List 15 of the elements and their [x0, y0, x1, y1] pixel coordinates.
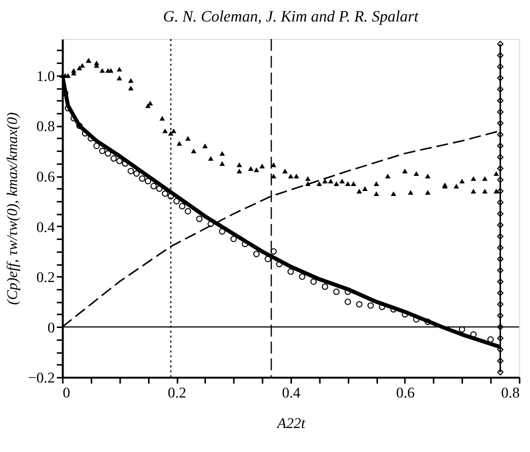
y-tick-label: 0.2: [36, 270, 55, 286]
y-tick-label: −0.2: [28, 370, 55, 387]
x-tick-label: 0.8: [501, 385, 520, 402]
x-tick-label: 0.4: [282, 385, 302, 402]
y-tick-label: 1.0: [36, 68, 55, 85]
chart-title: G. N. Coleman, J. Kim and P. R. Spalart: [163, 8, 419, 26]
x-tick-label: 0.2: [168, 385, 186, 402]
x-tick-label: 0: [62, 385, 70, 402]
y-axis-title: (Cp)eff, τw/τw(0), kmax/kmax(0): [5, 112, 22, 305]
y-tick-label: 0.4: [36, 220, 56, 236]
y-tick-label: 0: [47, 320, 55, 336]
y-tick-label: 0.8: [36, 119, 55, 136]
y-tick-label: 0.6: [36, 170, 55, 186]
x-axis-title: A22t: [276, 416, 306, 432]
x-tick-label: 0.6: [396, 385, 415, 402]
